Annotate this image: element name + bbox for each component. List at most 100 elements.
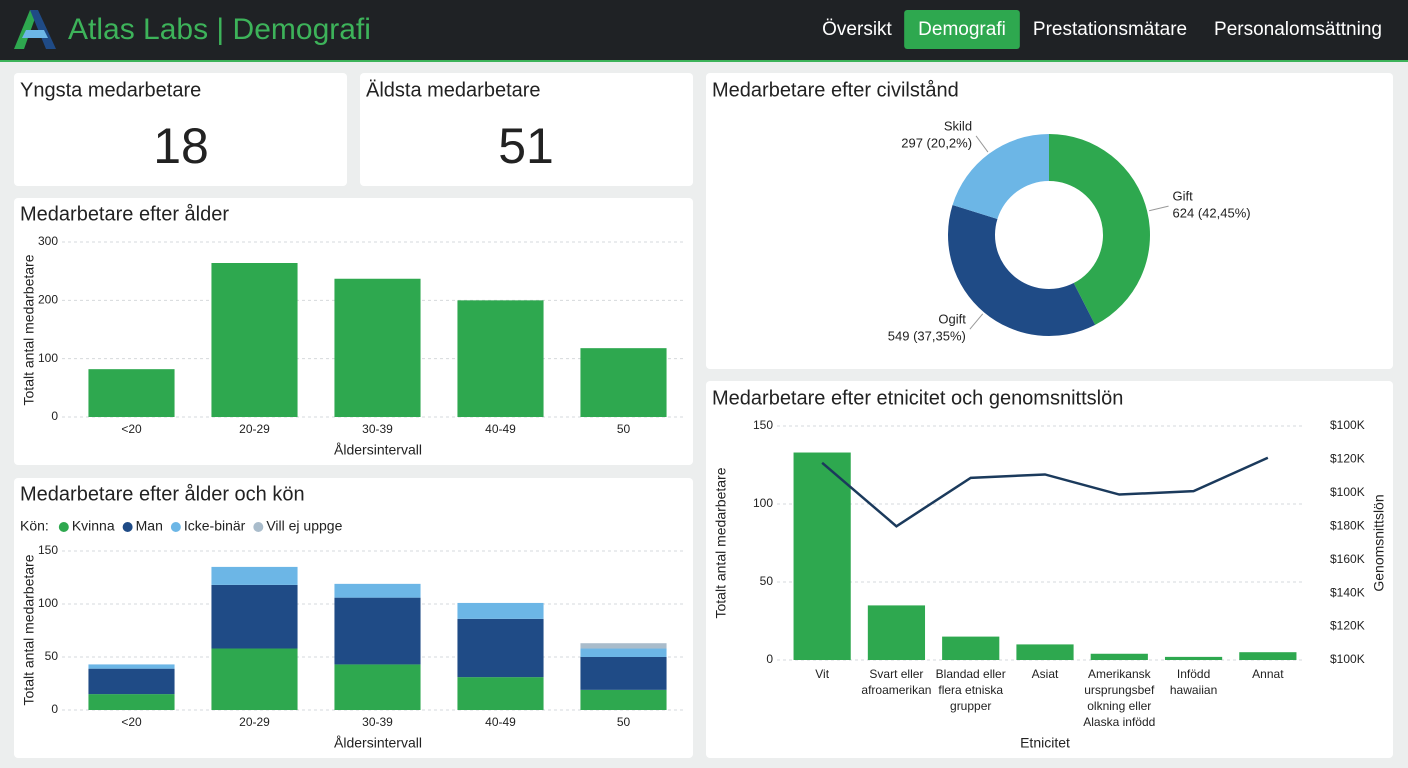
kpi-value: 18 bbox=[153, 118, 209, 174]
bar bbox=[867, 605, 926, 660]
bar bbox=[942, 636, 1000, 660]
x-axis-label: Åldersintervall bbox=[334, 442, 422, 458]
y-axis-label: Totalt antal medarbetare bbox=[713, 467, 729, 618]
kpi-label: Yngsta medarbetare bbox=[20, 79, 201, 101]
y-tick-label: 150 bbox=[38, 543, 58, 557]
y2-tick-label: $140K bbox=[1330, 585, 1365, 599]
legend-label: Kvinna bbox=[72, 518, 115, 534]
leader-line bbox=[969, 313, 984, 330]
header-bar bbox=[0, 0, 1408, 61]
x-tick-label: Infödd hawaiian bbox=[1170, 667, 1217, 697]
card bbox=[706, 73, 1393, 369]
y2-tick-label: $100K bbox=[1330, 652, 1365, 666]
bar bbox=[793, 452, 851, 660]
bar bbox=[211, 263, 298, 417]
y-tick-label: 50 bbox=[760, 574, 774, 588]
kpi-label: Äldsta medarbetare bbox=[366, 79, 541, 101]
y-axis-label: Totalt antal medarbetare bbox=[21, 254, 37, 405]
bar-segment bbox=[334, 597, 421, 665]
x-tick-label: 30-39 bbox=[362, 715, 393, 729]
y-tick-label: 100 bbox=[753, 496, 773, 510]
legend-marker bbox=[170, 522, 181, 532]
bar bbox=[1090, 653, 1148, 660]
bar-segment bbox=[580, 657, 667, 690]
slice-label: Skild bbox=[944, 118, 972, 133]
bar-segment bbox=[88, 694, 175, 710]
bar-segment bbox=[457, 618, 544, 678]
card bbox=[706, 381, 1393, 758]
donut-slice bbox=[952, 134, 1049, 219]
chart-title: Medarbetare efter ålder bbox=[20, 203, 229, 225]
bar bbox=[1239, 652, 1297, 660]
bar-segment bbox=[580, 643, 667, 649]
legend-title: Kön: bbox=[20, 518, 49, 534]
card bbox=[14, 73, 347, 186]
x-tick-label: Asiat bbox=[1032, 667, 1059, 681]
card bbox=[360, 73, 693, 186]
bar bbox=[1164, 656, 1223, 660]
slice-value-label: 297 (20,2%) bbox=[901, 135, 972, 150]
x-tick-label: 20-29 bbox=[239, 715, 270, 729]
bar bbox=[334, 278, 421, 417]
y2-tick-label: $100K bbox=[1330, 418, 1365, 432]
nav-active bbox=[904, 10, 1020, 49]
bar-segment bbox=[580, 689, 667, 710]
x-tick-label: 40-49 bbox=[485, 422, 516, 436]
bar-segment bbox=[580, 648, 667, 657]
bar-segment bbox=[88, 664, 175, 669]
chart-title: Medarbetare efter ålder och kön bbox=[20, 483, 305, 505]
x-tick-label: Svart eller afroamerikan bbox=[861, 667, 931, 697]
logo bbox=[14, 10, 56, 49]
y-tick-label: 150 bbox=[753, 418, 773, 432]
y2-tick-label: $120K bbox=[1330, 619, 1365, 633]
y-tick-label: 200 bbox=[38, 293, 58, 307]
bar bbox=[457, 300, 544, 417]
legend-marker bbox=[122, 522, 133, 532]
x-axis-label: Åldersintervall bbox=[334, 735, 422, 751]
nav-item[interactable]: Prestationsmätare bbox=[1033, 19, 1187, 40]
nav-item[interactable]: Personalomsättning bbox=[1214, 19, 1382, 40]
y-tick-label: 50 bbox=[45, 649, 59, 663]
legend-label: Icke-binär bbox=[184, 518, 246, 534]
leader-line bbox=[1148, 205, 1169, 212]
slice-label: Gift bbox=[1173, 189, 1194, 204]
x-tick-label: 20-29 bbox=[239, 422, 270, 436]
bar bbox=[580, 348, 667, 417]
bar-segment bbox=[334, 664, 421, 710]
app-title: Atlas Labs | Demografi bbox=[68, 13, 371, 46]
x-tick-label: Amerikansk ursprungsbef olkning eller Alask… bbox=[1083, 667, 1155, 729]
bar-segment bbox=[88, 668, 175, 695]
legend-label: Vill ej uppge bbox=[266, 518, 342, 534]
donut-slice bbox=[947, 205, 1096, 336]
chart-title: Medarbetare efter civilstånd bbox=[712, 79, 959, 101]
x-axis-label: Etnicitet bbox=[1020, 735, 1070, 751]
y-tick-label: 100 bbox=[38, 596, 58, 610]
x-tick-label: 30-39 bbox=[362, 422, 393, 436]
legend-label: Man bbox=[136, 518, 163, 534]
y2-tick-label: $180K bbox=[1330, 518, 1365, 532]
y2-tick-label: $120K bbox=[1330, 452, 1365, 466]
slice-value-label: 549 (37,35%) bbox=[888, 329, 966, 344]
slice-value-label: 624 (42,45%) bbox=[1173, 206, 1251, 221]
x-tick-label: Annat bbox=[1252, 667, 1284, 681]
bar-segment bbox=[457, 602, 544, 619]
salary-line bbox=[821, 456, 1269, 528]
y-tick-label: 0 bbox=[51, 702, 58, 716]
y2-tick-label: $100K bbox=[1330, 485, 1365, 499]
x-tick-label: 50 bbox=[617, 715, 631, 729]
x-tick-label: <20 bbox=[121, 715, 142, 729]
bar bbox=[1016, 644, 1074, 660]
y-tick-label: 0 bbox=[766, 652, 773, 666]
y-axis-label: Totalt antal medarbetare bbox=[21, 554, 37, 705]
bar bbox=[88, 369, 175, 417]
x-tick-label: 40-49 bbox=[485, 715, 516, 729]
nav-item[interactable]: Översikt bbox=[822, 19, 892, 40]
y2-tick-label: $160K bbox=[1330, 552, 1365, 566]
bar-segment bbox=[334, 583, 421, 598]
y2-axis-label: Genomsnittslön bbox=[1371, 494, 1387, 591]
y-tick-label: 300 bbox=[38, 234, 58, 248]
bar-segment bbox=[211, 648, 298, 710]
nav-item[interactable]: Demografi bbox=[918, 19, 1006, 40]
x-tick-label: <20 bbox=[121, 422, 142, 436]
header-line bbox=[0, 60, 1408, 62]
